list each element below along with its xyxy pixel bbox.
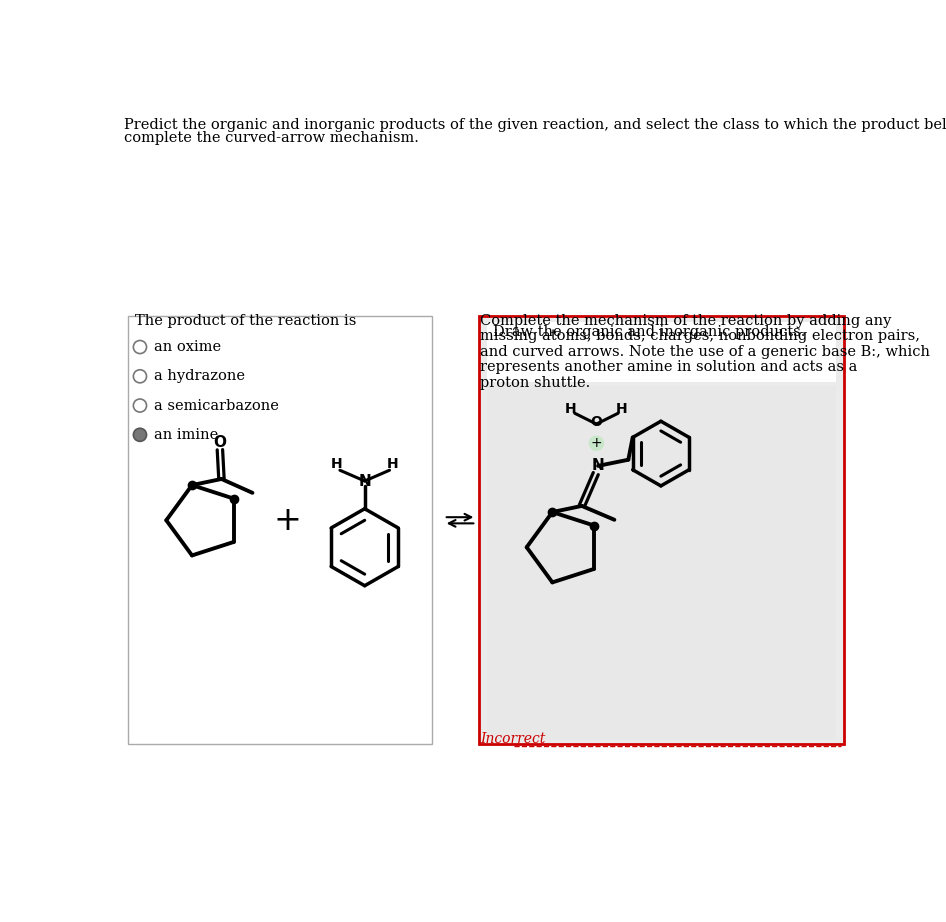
Text: +: +: [273, 503, 301, 537]
Text: Draw the organic and inorganic products.: Draw the organic and inorganic products.: [494, 325, 806, 339]
Text: Complete the mechanism of the reaction by adding any: Complete the mechanism of the reaction b…: [481, 313, 891, 328]
Text: H: H: [565, 402, 577, 417]
Text: an imine: an imine: [154, 428, 219, 442]
Bar: [128, 316, 432, 743]
Text: complete the curved-arrow mechanism.: complete the curved-arrow mechanism.: [125, 132, 419, 146]
Text: a semicarbazone: a semicarbazone: [154, 398, 279, 412]
Text: H: H: [331, 457, 342, 471]
Text: O: O: [590, 416, 603, 430]
Text: +: +: [590, 436, 603, 450]
Text: and curved arrows. Note the use of a generic base B:, which: and curved arrows. Note the use of a gen…: [481, 345, 930, 359]
Circle shape: [133, 399, 147, 412]
Bar: [487, 385, 836, 739]
Circle shape: [133, 340, 147, 353]
Text: H: H: [616, 402, 628, 417]
Text: missing atoms, bonds, charges, nonbonding electron pairs,: missing atoms, bonds, charges, nonbondin…: [481, 329, 920, 343]
Text: Incorrect: Incorrect: [481, 732, 546, 746]
Text: N: N: [592, 458, 604, 473]
Bar: [487, 322, 836, 382]
Circle shape: [133, 370, 147, 383]
Bar: [480, 316, 844, 743]
Text: a hydrazone: a hydrazone: [154, 370, 245, 384]
Circle shape: [133, 428, 147, 442]
Text: represents another amine in solution and acts as a: represents another amine in solution and…: [481, 361, 858, 374]
Text: N: N: [359, 474, 371, 489]
Text: an oxime: an oxime: [154, 340, 221, 354]
Text: proton shuttle.: proton shuttle.: [481, 375, 590, 389]
Text: O: O: [214, 434, 226, 450]
Circle shape: [588, 435, 604, 451]
Text: The product of the reaction is: The product of the reaction is: [135, 313, 357, 328]
Text: Predict the organic and inorganic products of the given reaction, and select the: Predict the organic and inorganic produc…: [125, 118, 946, 133]
Text: H: H: [387, 457, 398, 471]
